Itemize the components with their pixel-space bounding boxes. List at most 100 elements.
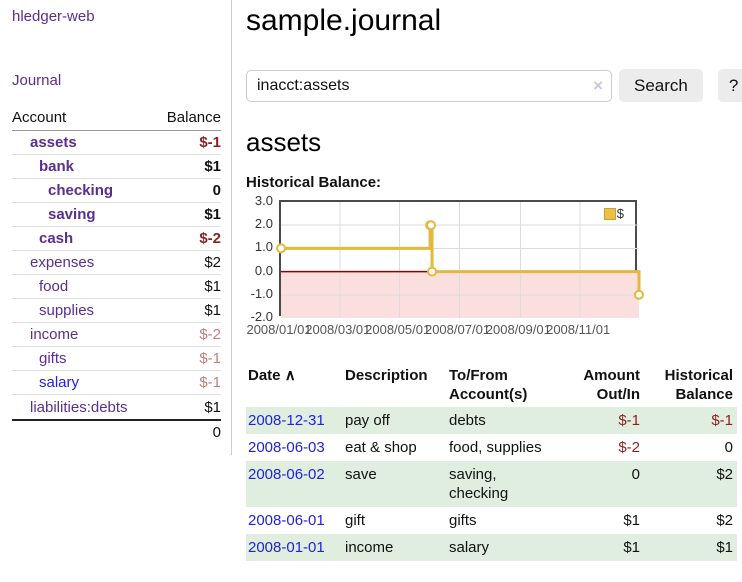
y-axis-tick-label: 2.0 bbox=[254, 216, 273, 232]
x-axis-tick-label: 2008/03/01 bbox=[305, 322, 371, 337]
account-row: salary $-1 bbox=[12, 371, 221, 395]
data-point-marker[interactable] bbox=[634, 289, 644, 300]
transaction-amount: $-2 bbox=[618, 439, 640, 456]
transaction-date[interactable]: 2008-06-03 bbox=[246, 434, 343, 461]
register-table: Date ∧ Description To/From Account(s) Am… bbox=[246, 363, 737, 561]
transaction-balance: 0 bbox=[724, 439, 733, 456]
transaction-row: 2008-12-31 pay off debts $-1 $-1 bbox=[246, 407, 737, 434]
date-link[interactable]: 2008-01-01 bbox=[248, 539, 325, 556]
account-link-checking[interactable]: checking bbox=[48, 182, 114, 199]
y-axis-tick-label: -1.0 bbox=[250, 285, 273, 301]
account-row: assets $-1 bbox=[12, 131, 221, 155]
account-link-liabilities-debts[interactable]: liabilities:debts bbox=[30, 398, 128, 416]
x-axis-tick-label: 2008/01/01 bbox=[246, 322, 312, 337]
amount-column-header: Amount Out/In bbox=[583, 367, 640, 403]
transaction-row: 2008-06-02 save saving, checking 0 $2 bbox=[246, 461, 737, 507]
account-link-food[interactable]: food bbox=[39, 278, 69, 295]
transaction-amount: $-1 bbox=[576, 407, 642, 434]
account-row: food $1 bbox=[12, 275, 221, 299]
transaction-date[interactable]: 2008-01-01 bbox=[246, 534, 343, 561]
date-link[interactable]: 2008-06-03 bbox=[248, 439, 325, 456]
account-heading: assets bbox=[246, 127, 322, 157]
accounts-list: assets $-1 bank $1 checking 0 saving $1 cash $-2 e… bbox=[12, 131, 221, 419]
y-axis-tick-label: 3.0 bbox=[254, 193, 273, 208]
account-link-assets[interactable]: assets bbox=[30, 134, 77, 151]
accounts-table: Account Balance assets $-1 bank $1 checking 0… bbox=[12, 106, 221, 443]
date-link[interactable]: 2008-06-02 bbox=[248, 466, 325, 483]
clear-search-icon[interactable]: × bbox=[593, 75, 603, 95]
account-balance: $1 bbox=[204, 278, 221, 295]
account-row: gifts $-1 bbox=[12, 347, 221, 371]
account-link-gifts[interactable]: gifts bbox=[39, 350, 67, 367]
transaction-balance: $2 bbox=[716, 512, 733, 529]
account-balance: $-2 bbox=[199, 326, 221, 343]
search-input[interactable] bbox=[246, 69, 612, 102]
account-link-salary[interactable]: salary bbox=[39, 374, 80, 391]
transaction-row: 2008-06-01 gift gifts $1 $2 bbox=[246, 507, 737, 534]
data-point-marker[interactable] bbox=[426, 220, 437, 231]
chart-svg bbox=[276, 202, 644, 318]
account-row: liabilities:debts $1 bbox=[12, 395, 221, 419]
legend-swatch-icon bbox=[603, 207, 616, 220]
x-axis-tick-label: 2008/07/01 bbox=[424, 322, 491, 337]
accounts-total-row: 0 bbox=[12, 419, 221, 443]
transaction-amount: $1 bbox=[576, 534, 642, 561]
account-link-cash[interactable]: cash bbox=[39, 230, 74, 247]
transaction-date[interactable]: 2008-12-31 bbox=[246, 407, 343, 434]
y-axis-tick-label: 1.0 bbox=[254, 239, 273, 255]
transaction-balance: $2 bbox=[642, 461, 737, 507]
transaction-accounts: salary bbox=[447, 534, 576, 561]
account-row: checking 0 bbox=[12, 179, 221, 203]
app-brand-link[interactable]: hledger-web bbox=[12, 8, 95, 25]
balance-chart: $ 3.0 2.0 1.0 0.0 -1.0 -2.0 2008/01/01 2008/03/… bbox=[246, 193, 738, 346]
transaction-date[interactable]: 2008-06-01 bbox=[246, 507, 343, 534]
transaction-accounts: food, supplies bbox=[449, 439, 542, 456]
transaction-accounts: debts bbox=[447, 407, 576, 434]
date-link[interactable]: 2008-06-01 bbox=[248, 512, 325, 529]
data-point-marker[interactable] bbox=[427, 266, 438, 277]
account-balance: $-1 bbox=[199, 134, 221, 151]
account-link-income[interactable]: income bbox=[30, 326, 79, 343]
data-point-marker[interactable] bbox=[276, 243, 286, 254]
account-column-header: Account bbox=[12, 109, 67, 126]
transaction-row: 2008-06-03 eat & shop food, supplies $-2 0 bbox=[246, 434, 737, 461]
date-link[interactable]: 2008-12-31 bbox=[248, 412, 325, 429]
account-link-bank[interactable]: bank bbox=[39, 158, 75, 175]
account-row: cash $-2 bbox=[12, 227, 221, 251]
search-button[interactable]: Search bbox=[619, 69, 703, 102]
chart-title: Historical Balance: bbox=[246, 174, 382, 191]
transaction-description: gift bbox=[345, 512, 366, 529]
y-axis-tick-label: -2.0 bbox=[250, 309, 273, 324]
transaction-amount: $1 bbox=[623, 512, 640, 529]
transaction-date[interactable]: 2008-06-02 bbox=[246, 461, 343, 507]
transaction-amount: 0 bbox=[576, 461, 642, 507]
transaction-description: pay off bbox=[343, 407, 447, 434]
transaction-description: save bbox=[343, 461, 447, 507]
x-axis-tick-label: 2008/09/01 bbox=[485, 322, 551, 337]
account-row: income $-2 bbox=[12, 323, 221, 347]
y-axis-tick-label: 0.0 bbox=[254, 262, 273, 278]
account-balance: $-2 bbox=[199, 230, 221, 247]
x-axis-tick-label: 2008/11/01 bbox=[546, 322, 611, 337]
chart-plot-area: $ bbox=[276, 200, 644, 318]
accounts-table-header: Account Balance bbox=[12, 106, 221, 131]
account-row: expenses $2 bbox=[12, 251, 221, 275]
transaction-accounts: saving, checking bbox=[447, 461, 576, 507]
account-link-expenses[interactable]: expenses bbox=[30, 254, 95, 271]
account-balance: $1 bbox=[204, 158, 221, 175]
account-balance: $1 bbox=[204, 398, 221, 416]
account-row: saving $1 bbox=[12, 203, 221, 227]
transaction-accounts: gifts bbox=[449, 512, 477, 529]
account-balance: $2 bbox=[204, 254, 221, 271]
account-row: bank $1 bbox=[12, 155, 221, 179]
account-link-saving[interactable]: saving bbox=[48, 206, 96, 223]
account-link-supplies[interactable]: supplies bbox=[39, 302, 95, 319]
accounts-column-header: To/From Account(s) bbox=[449, 367, 528, 403]
transaction-description: eat & shop bbox=[345, 439, 417, 456]
transaction-balance: $-1 bbox=[642, 407, 737, 434]
chart-legend: $ bbox=[603, 206, 624, 221]
date-column-header[interactable]: Date ∧ bbox=[248, 367, 296, 384]
sidebar-item-journal[interactable]: Journal bbox=[12, 72, 62, 89]
help-button[interactable]: ? bbox=[717, 69, 742, 102]
account-row: supplies $1 bbox=[12, 299, 221, 323]
